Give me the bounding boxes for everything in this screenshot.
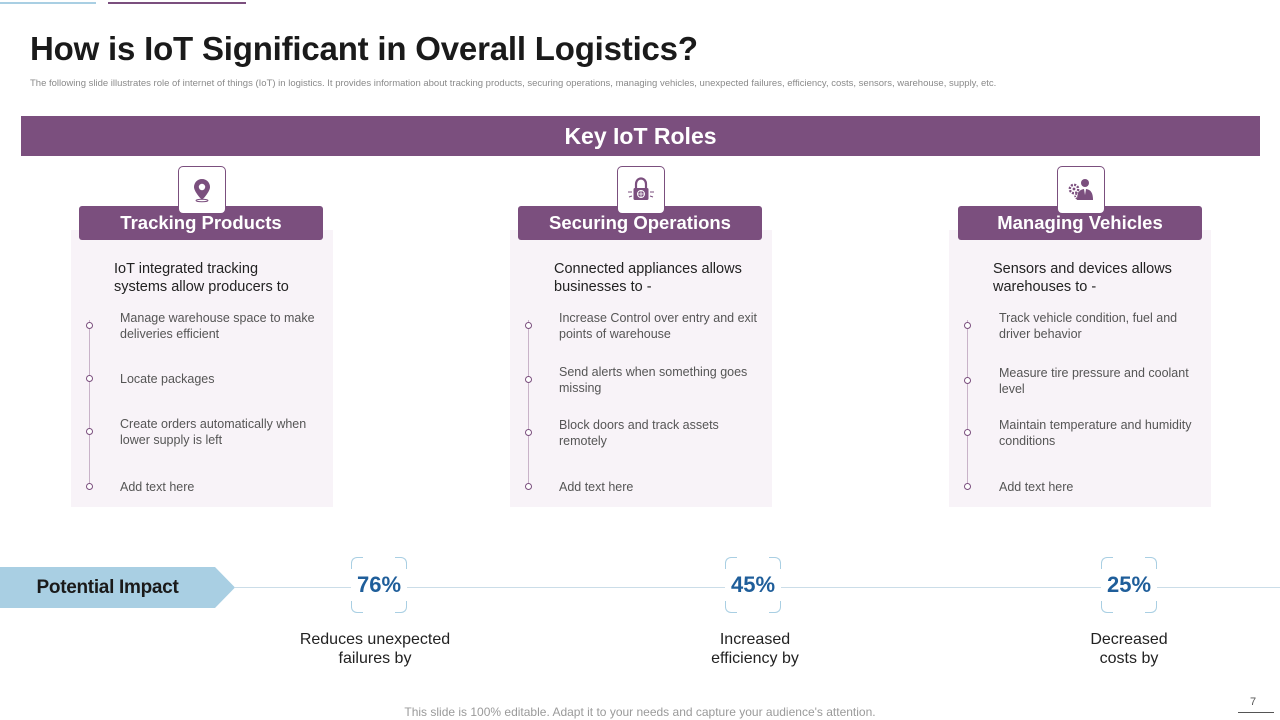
list-item: Track vehicle condition, fuel and driver… (999, 311, 1178, 341)
bullet-dot (86, 428, 93, 435)
page-number-underline (1238, 712, 1274, 713)
bullet-dot (525, 376, 532, 383)
impact-value-box: 76% (351, 557, 407, 613)
impact-label: Decreased costs by (1090, 631, 1168, 667)
card-tracking-products (71, 230, 333, 507)
impact-label: Reduces unexpected failures by (299, 631, 451, 667)
bullet-dot (964, 483, 971, 490)
bullet-timeline (967, 320, 968, 490)
bullet-dot (964, 377, 971, 384)
bullet-dot (86, 375, 93, 382)
list-item: Measure tire pressure and coolant level (999, 366, 1189, 396)
bullet-dot (964, 322, 971, 329)
page-subtitle: The following slide illustrates role of … (30, 78, 997, 89)
list-item: Locate packages (120, 372, 215, 386)
impact-value-box: 25% (1101, 557, 1157, 613)
potential-impact-label: Potential Impact (0, 567, 235, 608)
list-item: Increase Control over entry and exit poi… (559, 311, 758, 341)
bullet-dot (525, 483, 532, 490)
page-title: How is IoT Significant in Overall Logist… (30, 30, 698, 67)
list-item: Add text here (120, 480, 195, 494)
bullet-dot (86, 322, 93, 329)
card-managing-vehicles (949, 230, 1211, 507)
card-intro: Sensors and devices allows warehouses to… (993, 261, 1172, 295)
card-intro: Connected appliances allows businesses t… (554, 261, 742, 295)
bullet-dot (86, 483, 93, 490)
impact-value-box: 45% (725, 557, 781, 613)
impact-value: 25% (1106, 572, 1152, 597)
padlock-icon (617, 166, 665, 214)
impact-value: 45% (730, 572, 776, 597)
bullet-timeline (528, 320, 529, 490)
list-item: Send alerts when something goes missing (559, 365, 748, 395)
list-item: Manage warehouse space to make deliverie… (120, 311, 315, 341)
location-pin-icon (178, 166, 226, 214)
manager-gear-icon (1057, 166, 1105, 214)
key-roles-banner: Key IoT Roles (21, 116, 1260, 156)
list-item: Add text here (999, 480, 1074, 494)
bullet-dot (525, 322, 532, 329)
page-number: 7 (1250, 696, 1257, 708)
impact-value: 76% (356, 572, 402, 597)
top-accent-line-blue (0, 2, 96, 4)
bullet-dot (525, 429, 532, 436)
list-item: Block doors and track assets remotely (559, 418, 719, 448)
list-item: Add text here (559, 480, 634, 494)
list-item: Create orders automatically when lower s… (120, 417, 307, 447)
card-intro: IoT integrated tracking systems allow pr… (114, 261, 289, 295)
impact-label: Increased efficiency by (711, 631, 799, 667)
footer-note: This slide is 100% editable. Adapt it to… (404, 705, 876, 719)
card-securing-operations (510, 230, 772, 507)
bullet-timeline (89, 320, 90, 490)
list-item: Maintain temperature and humidity condit… (999, 418, 1192, 448)
top-accent-line-purple (108, 2, 246, 4)
bullet-dot (964, 429, 971, 436)
